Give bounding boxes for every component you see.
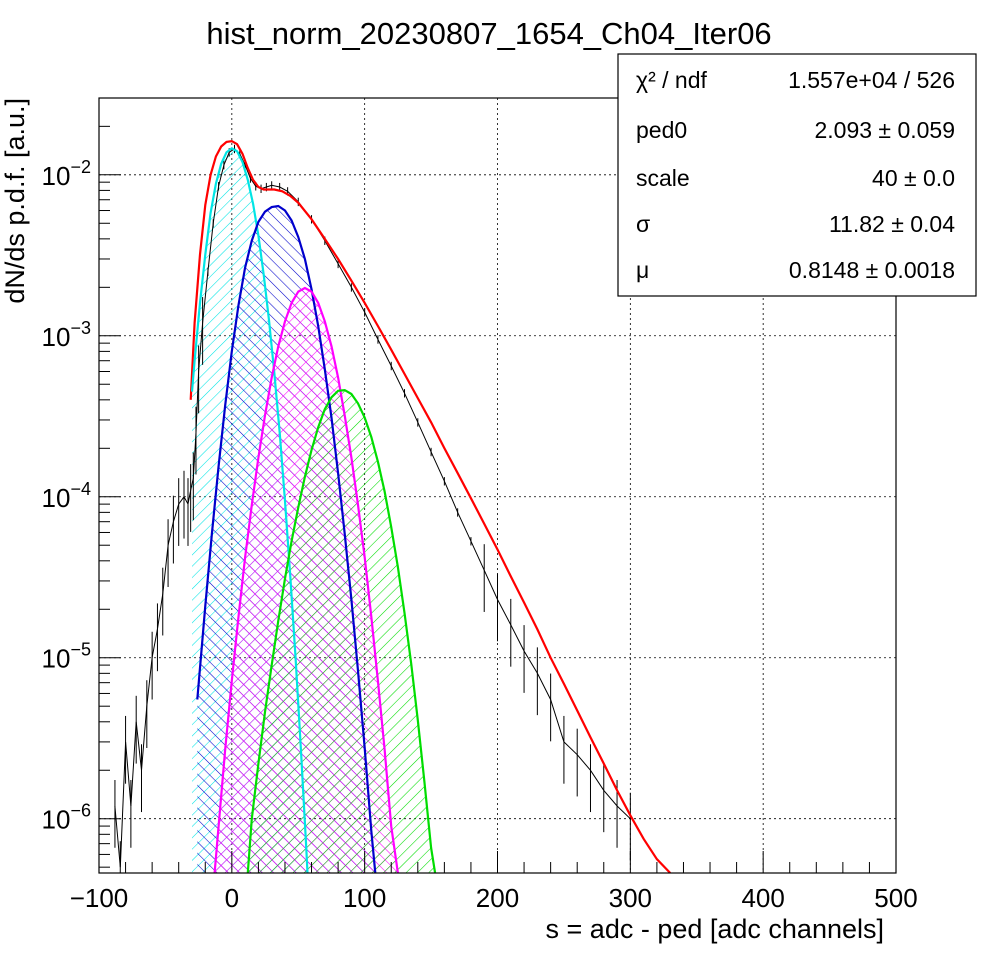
- y-tick-label: 10−2: [42, 157, 91, 191]
- x-tick-label: 400: [741, 883, 784, 913]
- x-tick-label: −100: [70, 883, 129, 913]
- fit-curve-0: [189, 139, 671, 873]
- fit-curves: [189, 139, 671, 873]
- fit-curve-2: [196, 204, 377, 873]
- x-tick-label: 0: [225, 883, 239, 913]
- stat-label: scale: [636, 165, 690, 191]
- component-fills: [192, 148, 436, 873]
- y-tick-label: 10−6: [42, 801, 91, 835]
- y-axis-label: dN/ds p.d.f. [a.u.]: [0, 98, 30, 304]
- stat-value: 0.8148 ± 0.0018: [789, 257, 955, 283]
- stats-box: χ² / ndf 1.557e+04 / 526 ped0 2.093 ± 0.059…: [617, 53, 977, 297]
- stat-label: σ: [636, 211, 650, 237]
- stat-value: 2.093 ± 0.059: [814, 117, 955, 143]
- y-tick-label: 10−3: [42, 318, 91, 352]
- stat-value: 40 ± 0.0: [872, 165, 955, 191]
- x-tick-label: 100: [343, 883, 386, 913]
- axis-ticks: [98, 97, 897, 873]
- stat-label: χ² / ndf: [636, 67, 707, 93]
- stat-value: 11.82 ± 0.04: [829, 211, 955, 237]
- fit-curve-4: [246, 388, 437, 873]
- y-tick-labels: 10−2 10−3 10−4 10−5 10−6: [42, 157, 91, 835]
- fit-curve-1: [190, 146, 309, 873]
- stat-label: ped0: [636, 117, 687, 143]
- component-fill-4: [247, 390, 436, 873]
- chart-title: hist_norm_20230807_1654_Ch04_Iter06: [206, 16, 771, 51]
- x-tick-label: 500: [874, 883, 917, 913]
- stat-label: μ: [636, 257, 649, 283]
- x-tick-label: 300: [609, 883, 652, 913]
- x-tick-labels: −100 0 100 200 300 400 500: [70, 883, 918, 913]
- stat-value: 1.557e+04 / 526: [788, 67, 955, 93]
- fit-curve-3: [213, 286, 399, 873]
- y-tick-label: 10−4: [42, 479, 91, 513]
- y-tick-label: 10−5: [42, 640, 91, 674]
- x-axis-label: s = adc - ped [adc channels]: [546, 914, 884, 944]
- stats-box-frame: [617, 53, 977, 297]
- x-tick-label: 200: [476, 883, 519, 913]
